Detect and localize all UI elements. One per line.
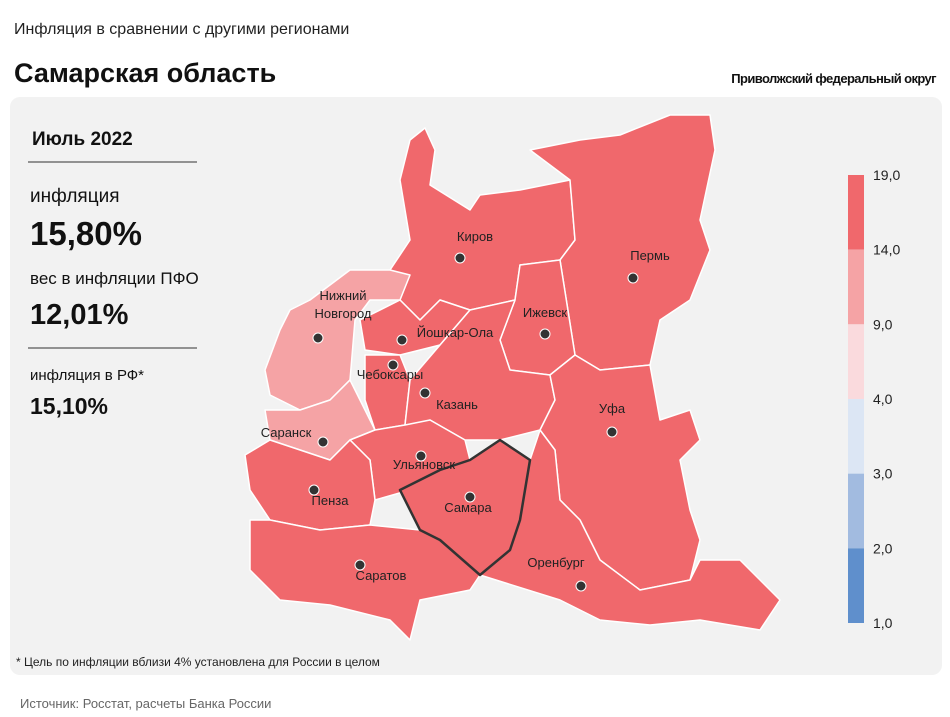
- city-dot: [454, 252, 466, 264]
- city-dot: [606, 426, 618, 438]
- legend-swatch: [848, 324, 864, 399]
- map: [244, 114, 781, 641]
- legend-swatch: [848, 175, 864, 250]
- district: Приволжский федеральный округ: [731, 71, 937, 86]
- legend-tick: 1,0: [873, 615, 893, 631]
- city-label: Саратов: [356, 568, 407, 583]
- legend: 19,0 14,0 9,0 4,0 3,0 2,0 1,0: [848, 167, 900, 631]
- region: [529, 114, 716, 371]
- region-selected: [398, 438, 532, 577]
- legend-swatch: [848, 548, 864, 623]
- legend-swatch: [848, 249, 864, 325]
- legend-tick: 2,0: [873, 540, 893, 556]
- city-label: Пермь: [630, 248, 670, 263]
- city-dot: [627, 272, 639, 284]
- city-label: Ульяновск: [393, 457, 455, 472]
- city-label: Пенза: [312, 493, 350, 508]
- legend-tick: 4,0: [873, 391, 893, 407]
- city-label: Уфа: [599, 401, 626, 416]
- source: Источник: Росстат, расчеты Банка России: [20, 696, 271, 711]
- city-dot: [415, 450, 427, 462]
- city-dot: [312, 332, 324, 344]
- rf-label: инфляция в РФ*: [30, 367, 144, 384]
- city-dot: [539, 328, 551, 340]
- city-dot: [464, 491, 476, 503]
- city-label: Самара: [444, 500, 492, 515]
- city-label: Чебоксары: [357, 367, 424, 382]
- legend-tick: 3,0: [873, 466, 893, 482]
- city-label: Нижний: [319, 288, 366, 303]
- period: Июль 2022: [32, 129, 133, 150]
- city-dot: [396, 334, 408, 346]
- footnote: * Цель по инфляции вблизи 4% установлена…: [16, 655, 380, 669]
- rf-value: 15,10%: [30, 393, 108, 419]
- region: [479, 429, 781, 631]
- legend-tick: 9,0: [873, 316, 893, 332]
- city-label: Ижевск: [523, 305, 568, 320]
- inflation-value: 15,80%: [30, 215, 142, 252]
- city-label: Новгород: [315, 306, 372, 321]
- city-dot: [575, 580, 587, 592]
- city-label: Казань: [436, 397, 478, 412]
- city-dot: [387, 359, 399, 371]
- legend-tick: 19,0: [873, 167, 900, 183]
- weight-label: вес в инфляции ПФО: [30, 269, 199, 288]
- city-label: Киров: [457, 229, 493, 244]
- title: Самарская область: [14, 58, 276, 88]
- supertitle: Инфляция в сравнении с другими регионами: [14, 21, 349, 38]
- city-label: Оренбург: [527, 555, 584, 570]
- city-dot: [317, 436, 329, 448]
- weight-value: 12,01%: [30, 299, 129, 331]
- city-dot: [354, 559, 366, 571]
- legend-tick: 14,0: [873, 242, 900, 258]
- region: [249, 519, 481, 641]
- inflation-label: инфляция: [30, 186, 119, 207]
- city-dot: [419, 387, 431, 399]
- city-label: Саранск: [261, 425, 312, 440]
- region: [244, 439, 376, 531]
- legend-swatch: [848, 399, 864, 474]
- cities: Киров Пермь Ижевск Нижний Новгород Йошкар-Ола…: [261, 229, 670, 592]
- legend-swatch: [848, 473, 864, 549]
- region: [264, 269, 411, 411]
- city-label: Йошкар-Ола: [417, 325, 494, 340]
- city-dot: [308, 484, 320, 496]
